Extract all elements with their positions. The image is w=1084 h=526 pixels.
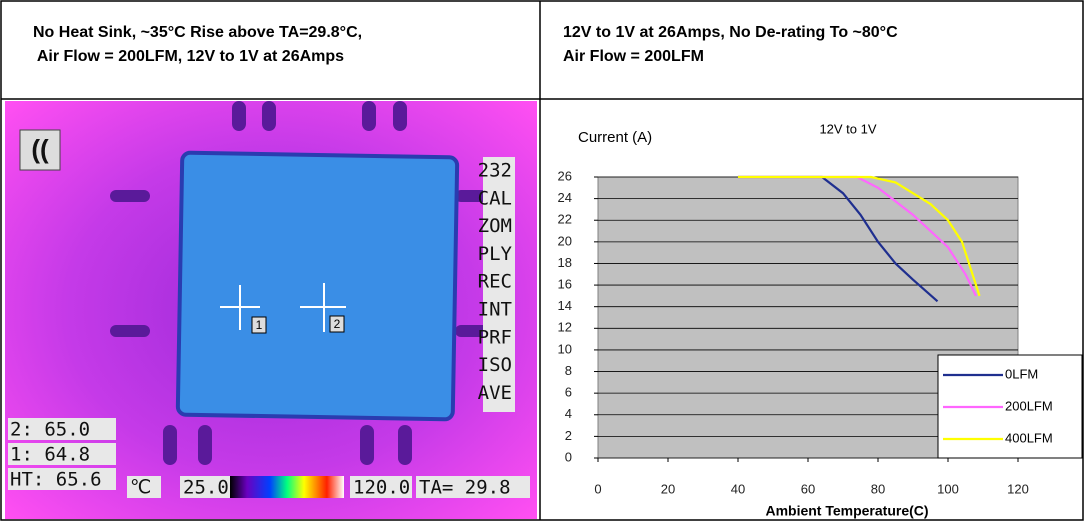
x-tick-label: 20 <box>661 481 675 496</box>
reading: 1: 64.8 <box>10 444 90 466</box>
marker-label: 2 <box>334 317 341 331</box>
legend-label: 400LFM <box>1005 430 1053 445</box>
menu-item: AVE <box>478 382 512 404</box>
reading: 2: 65.0 <box>10 419 90 441</box>
x-tick-label: 80 <box>871 481 885 496</box>
y-tick-label: 20 <box>558 233 572 248</box>
menu-item: ZOM <box>478 215 512 237</box>
thermal-image: (( 232 CAL ZOM PLY REC INT PRF ISO AVE 2: 65.0 1: … <box>5 101 537 519</box>
y-tick-label: 10 <box>558 341 572 356</box>
y-tick-label: 2 <box>565 428 572 443</box>
x-tick-label: 0 <box>594 481 601 496</box>
legend-label: 0LFM <box>1005 366 1038 381</box>
header-right-line: 12V to 1V at 26Amps, No De-rating To ~80… <box>563 24 898 41</box>
page: No Heat Sink, ~35°C Rise above TA=29.8°C… <box>0 0 1084 521</box>
y-tick-label: 4 <box>565 406 572 421</box>
y-axis-label: Current (A) <box>578 129 652 146</box>
osd-text: ℃ <box>130 477 151 499</box>
y-tick-label: 18 <box>558 255 572 270</box>
x-tick-label: 120 <box>1007 481 1029 496</box>
y-tick-label: 6 <box>565 385 572 400</box>
menu-item: CAL <box>478 187 512 209</box>
y-tick-label: 8 <box>565 363 572 378</box>
svg-text:((: (( <box>31 134 49 164</box>
marker-label: 1 <box>256 318 263 332</box>
y-tick-label: 0 <box>565 449 572 464</box>
x-tick-label: 40 <box>731 481 745 496</box>
header-right-line: Air Flow = 200LFM <box>563 48 704 65</box>
y-tick-label: 14 <box>558 298 572 313</box>
reading: HT: 65.6 <box>10 469 102 491</box>
menu-item: INT <box>478 299 512 321</box>
x-axis-label: Ambient Temperature(C) <box>765 503 928 519</box>
menu-item: ISO <box>478 354 512 376</box>
y-tick-label: 26 <box>558 168 572 183</box>
osd-text: 25.0 <box>183 477 229 499</box>
osd-text: 120.0 <box>353 477 410 499</box>
x-tick-label: 60 <box>801 481 815 496</box>
y-tick-label: 22 <box>558 212 572 227</box>
menu-item: REC <box>478 271 512 293</box>
y-tick-label: 16 <box>558 277 572 292</box>
y-tick-label: 24 <box>558 190 572 205</box>
menu-item: PRF <box>478 326 512 348</box>
chart-title: 12V to 1V <box>819 121 876 136</box>
legend-label: 200LFM <box>1005 398 1053 413</box>
x-tick-label: 100 <box>937 481 959 496</box>
menu-item: 232 <box>478 160 512 182</box>
header-left-line: Air Flow = 200LFM, 12V to 1V at 26Amps <box>33 48 344 65</box>
osd-text: TA= 29.8 <box>419 477 511 499</box>
menu-item: PLY <box>478 243 513 265</box>
header-left-line: No Heat Sink, ~35°C Rise above TA=29.8°C… <box>33 24 362 41</box>
y-tick-label: 12 <box>558 320 572 335</box>
